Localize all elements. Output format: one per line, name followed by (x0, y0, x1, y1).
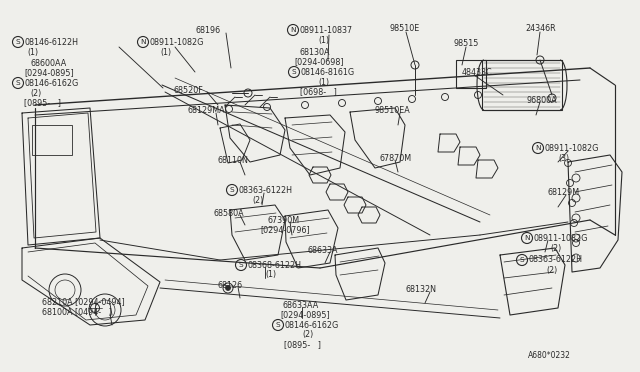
Text: 24346R: 24346R (525, 23, 556, 32)
Text: 68129M: 68129M (548, 187, 580, 196)
Text: 96800A: 96800A (527, 96, 557, 105)
Text: N: N (524, 235, 530, 241)
Text: A680*0232: A680*0232 (528, 352, 571, 360)
Text: (1): (1) (160, 48, 171, 57)
Circle shape (225, 285, 230, 291)
Text: 67870M: 67870M (380, 154, 412, 163)
Text: [0294-0895]: [0294-0895] (280, 311, 330, 320)
Text: S: S (520, 257, 524, 263)
Text: 98515: 98515 (454, 38, 479, 48)
Text: (1): (1) (318, 77, 329, 87)
Text: 98510E: 98510E (390, 23, 420, 32)
Text: 68580A: 68580A (214, 208, 244, 218)
Text: 08368-6122H: 08368-6122H (248, 260, 301, 269)
Text: S: S (292, 69, 296, 75)
Text: 68633A: 68633A (308, 246, 339, 254)
Text: S: S (239, 262, 243, 268)
Text: S: S (16, 80, 20, 86)
Text: (2): (2) (550, 244, 561, 253)
Text: S: S (16, 39, 20, 45)
Text: 08911-10837: 08911-10837 (300, 26, 353, 35)
Text: 68129MA: 68129MA (188, 106, 226, 115)
Text: 68130A: 68130A (300, 48, 330, 57)
Text: 68520F: 68520F (173, 86, 203, 94)
Bar (482, 60, 562, 110)
Text: 68126: 68126 (218, 280, 243, 289)
Text: 08911-1082G: 08911-1082G (534, 234, 588, 243)
Text: 68110N: 68110N (218, 155, 249, 164)
Text: S: S (230, 187, 234, 193)
Text: (2): (2) (546, 266, 557, 275)
Text: N: N (140, 39, 146, 45)
Text: [0698-   ]: [0698- ] (300, 87, 337, 96)
Text: 68132N: 68132N (406, 285, 437, 295)
Text: 08146-6162G: 08146-6162G (24, 78, 79, 87)
Text: [0294-0698]: [0294-0698] (294, 58, 344, 67)
Text: (1): (1) (318, 35, 329, 45)
Text: [0294-0895]: [0294-0895] (24, 68, 74, 77)
Text: (3): (3) (558, 154, 569, 163)
Text: (2): (2) (252, 196, 263, 205)
Text: (1): (1) (265, 270, 276, 279)
Text: 08911-1082G: 08911-1082G (150, 38, 204, 46)
Text: (2): (2) (302, 330, 313, 340)
Text: (2): (2) (30, 89, 41, 97)
Text: [0895-   ]: [0895- ] (284, 340, 321, 350)
Text: 68100A [0494-   ]: 68100A [0494- ] (42, 308, 112, 317)
Text: 08146-8161G: 08146-8161G (301, 67, 355, 77)
Text: [0895-   ]: [0895- ] (24, 99, 61, 108)
Text: 68210A [0294-0494]: 68210A [0294-0494] (42, 298, 125, 307)
Text: [0294-0796]: [0294-0796] (260, 225, 310, 234)
Text: (1): (1) (27, 48, 38, 57)
Text: 08146-6122H: 08146-6122H (24, 38, 79, 46)
Text: 98510EA: 98510EA (375, 106, 411, 115)
Text: 08363-6122H: 08363-6122H (239, 186, 292, 195)
Text: 08911-1082G: 08911-1082G (545, 144, 599, 153)
Text: N: N (291, 27, 296, 33)
Bar (456, 60, 486, 88)
Text: 68600AA: 68600AA (30, 58, 67, 67)
Text: N: N (535, 145, 541, 151)
Text: 08146-6162G: 08146-6162G (285, 321, 339, 330)
Text: S: S (276, 322, 280, 328)
Text: 08363-6122H: 08363-6122H (529, 256, 582, 264)
Bar (32, 125, 72, 155)
Text: 68633AA: 68633AA (283, 301, 319, 310)
Text: 48433C: 48433C (462, 67, 493, 77)
Text: 67390M: 67390M (268, 215, 300, 224)
Text: 68196: 68196 (196, 26, 221, 35)
